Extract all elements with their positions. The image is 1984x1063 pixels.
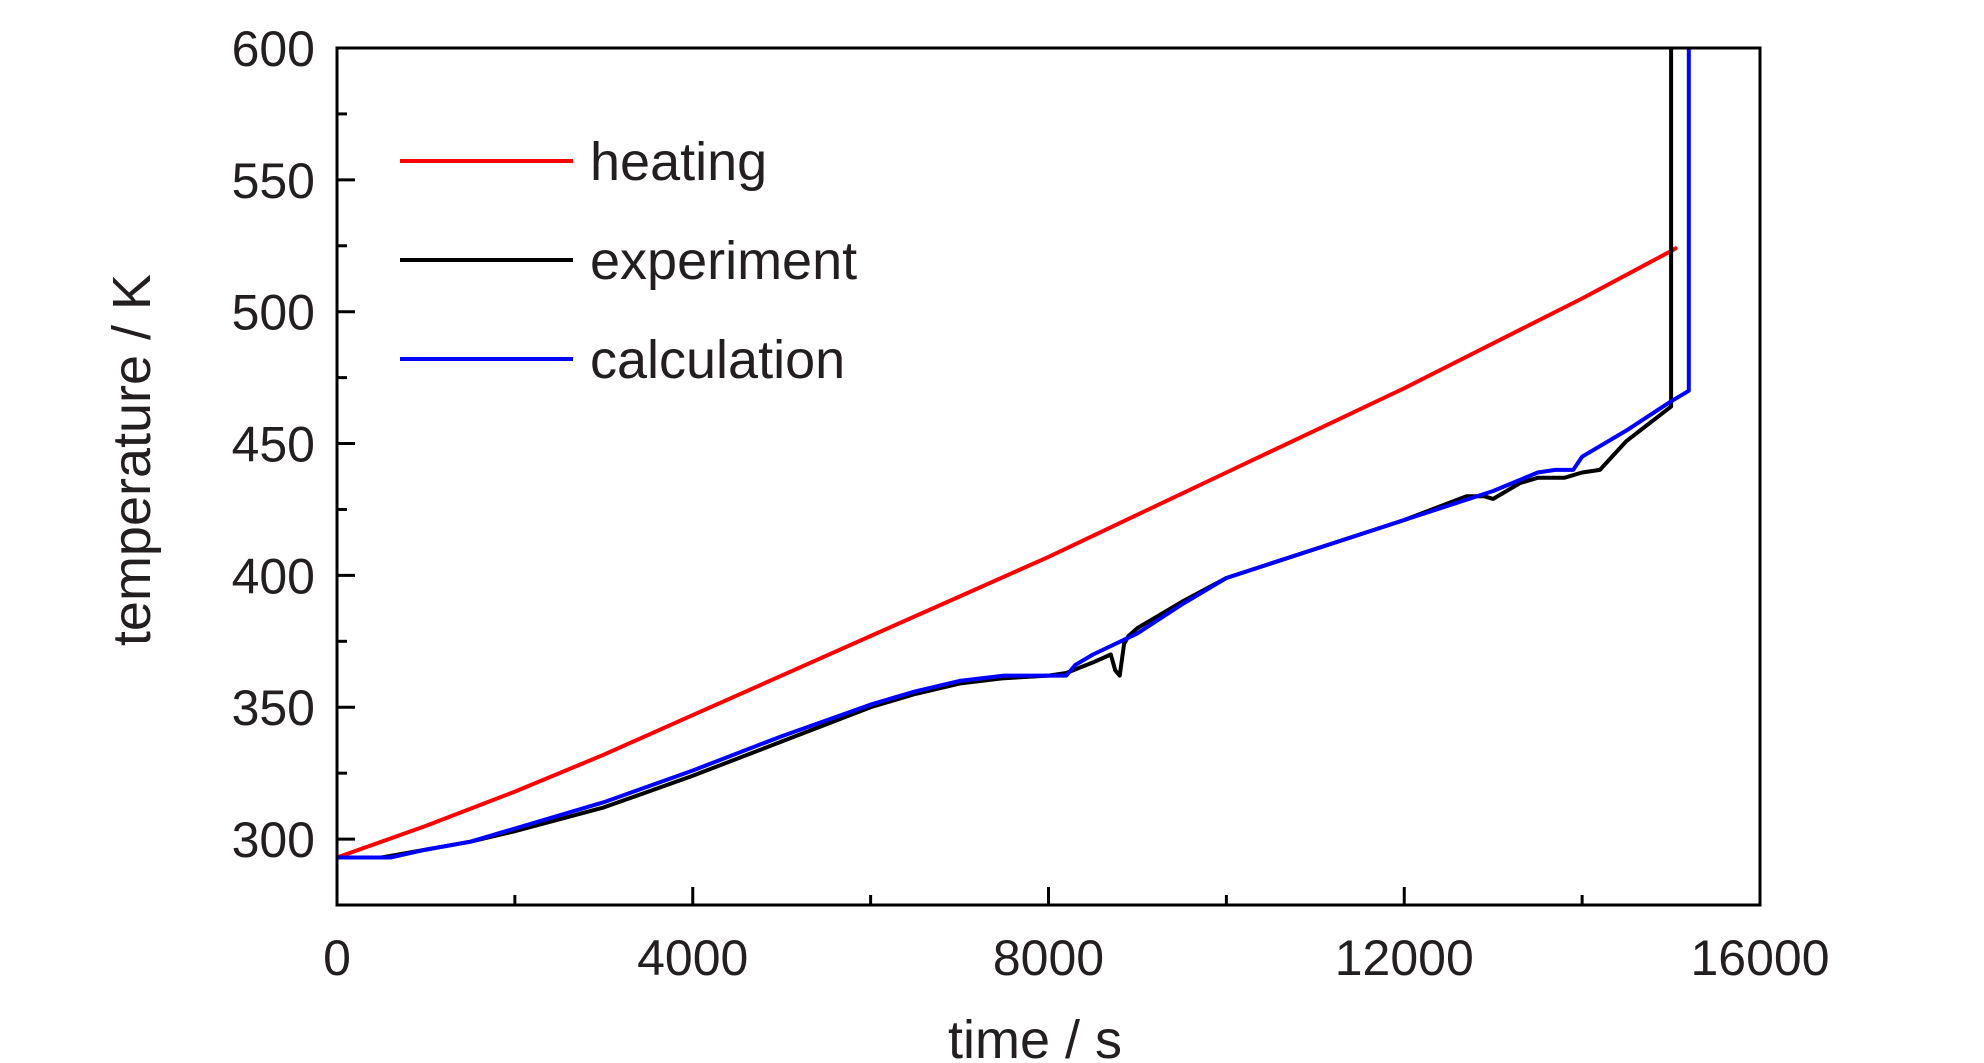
- y-tick-label: 500: [232, 285, 315, 341]
- y-tick-label: 300: [232, 812, 315, 868]
- series-line-heating: [337, 246, 1678, 860]
- x-tick-label: 8000: [993, 930, 1104, 986]
- y-tick-label: 600: [232, 21, 315, 77]
- y-tick-label: 400: [232, 548, 315, 604]
- x-tick-label: 4000: [637, 930, 748, 986]
- y-axis-title: temperature / K: [102, 274, 162, 646]
- y-tick-label: 350: [232, 680, 315, 736]
- legend-entry-calculation: calculation: [400, 330, 845, 390]
- x-tick-label: 12000: [1335, 930, 1474, 986]
- legend-entry-experiment: experiment: [400, 231, 857, 291]
- legend-label: experiment: [590, 231, 857, 291]
- ticks-layer: 0 4000 8000 12000 16000 300 350 400 450 500 550 600: [232, 21, 1830, 986]
- x-tick-label: 16000: [1690, 930, 1829, 986]
- legend-label: calculation: [590, 330, 845, 390]
- x-tick-label: 0: [323, 930, 351, 986]
- legend-label: heating: [590, 132, 767, 192]
- y-tick-label: 450: [232, 417, 315, 473]
- series-line-calculation: [337, 48, 1691, 860]
- legend: heating experiment calculation: [400, 132, 857, 390]
- series-layer: [337, 48, 1691, 860]
- y-tick-label: 550: [232, 153, 315, 209]
- legend-entry-heating: heating: [400, 132, 767, 192]
- x-axis-title: time / s: [948, 1010, 1122, 1063]
